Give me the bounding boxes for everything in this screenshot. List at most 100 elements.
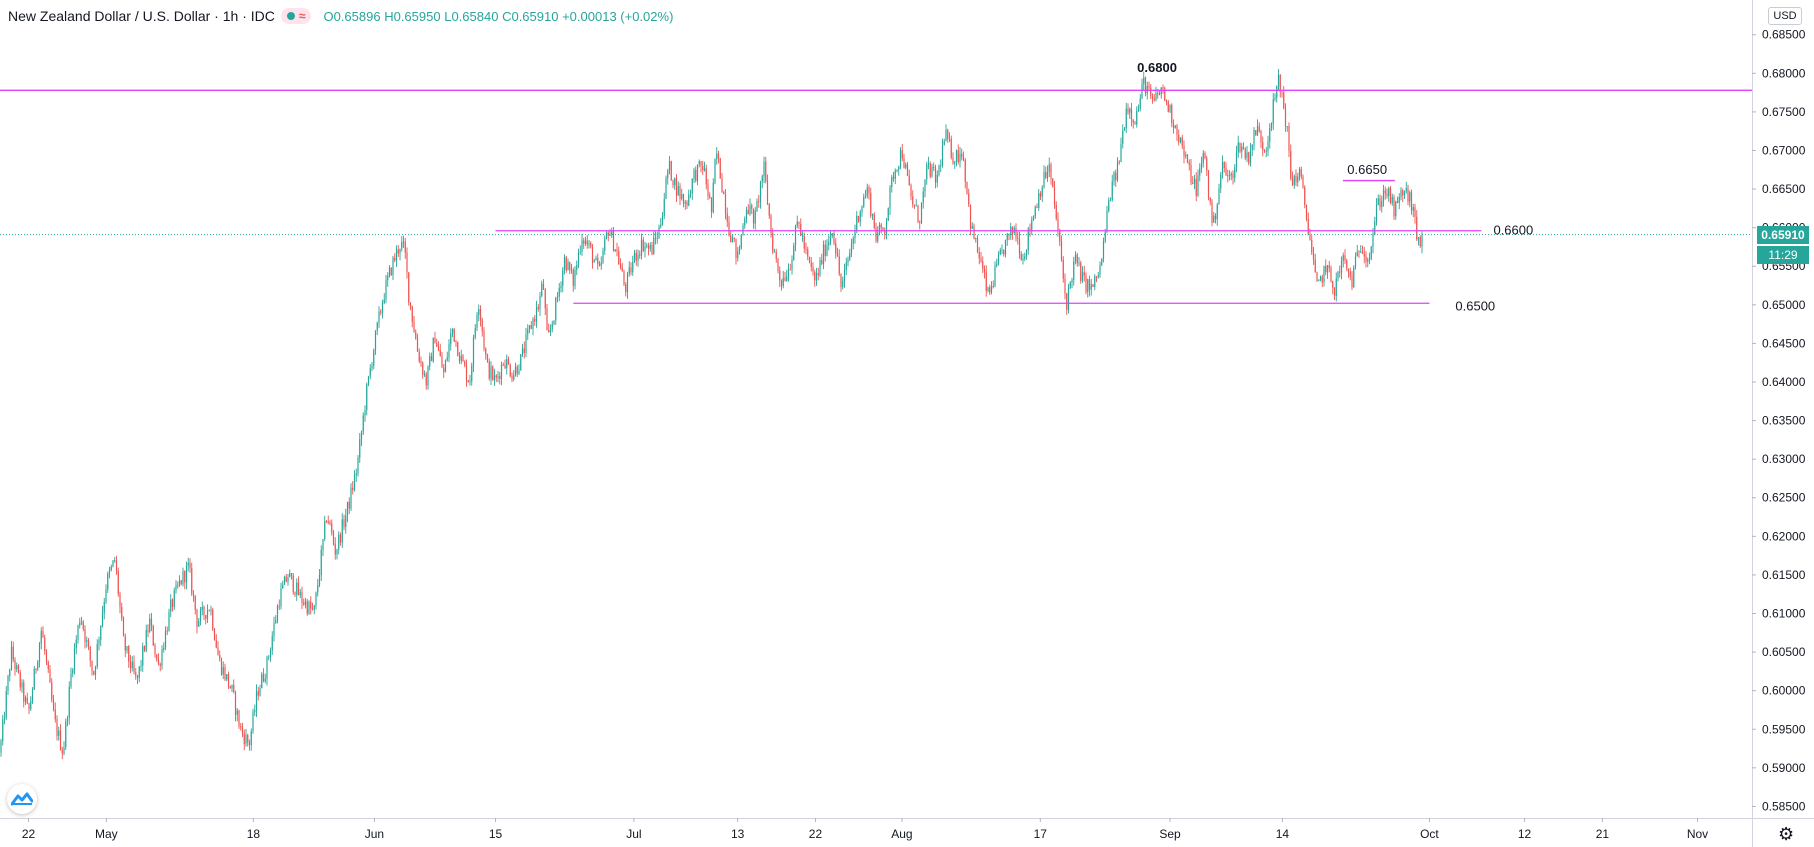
candle-body xyxy=(346,501,349,516)
candle-body xyxy=(296,582,298,595)
candle-body xyxy=(698,161,700,165)
tradingview-logo-icon[interactable] xyxy=(7,784,37,814)
candle-body xyxy=(472,337,475,366)
candle-body xyxy=(1417,237,1420,240)
candle-body xyxy=(633,252,636,262)
candle-body xyxy=(1360,251,1362,253)
candle-body xyxy=(626,273,629,293)
candle-body xyxy=(31,689,34,702)
candle-body xyxy=(1067,287,1070,310)
candle-body xyxy=(331,523,333,533)
candle-body xyxy=(740,234,742,249)
candle-body xyxy=(1162,87,1164,89)
candle-body xyxy=(474,327,476,338)
candle-body xyxy=(276,606,279,621)
candle-body xyxy=(1186,154,1189,163)
candle-body xyxy=(822,244,825,264)
candle-body xyxy=(1141,83,1143,99)
candle-body xyxy=(801,235,804,237)
y-tick-label: 0.63500 xyxy=(1762,414,1806,428)
candle-body xyxy=(843,270,846,281)
candle-body xyxy=(807,249,809,257)
candle-body xyxy=(51,682,53,700)
candle-body xyxy=(523,348,525,354)
gear-icon[interactable]: ⚙ xyxy=(1778,824,1795,844)
candle-body xyxy=(367,376,370,385)
candle-body xyxy=(252,712,254,732)
candle-body xyxy=(1405,188,1407,192)
currency-label[interactable]: USD xyxy=(1768,7,1802,25)
candle-body xyxy=(231,684,233,689)
candle-body xyxy=(1060,241,1063,260)
candle-body xyxy=(796,221,798,226)
candle-body xyxy=(714,159,716,183)
candle-body xyxy=(1304,187,1306,205)
candle-body xyxy=(845,262,847,271)
candle-body xyxy=(264,678,266,682)
candle-body xyxy=(660,224,662,227)
candle-body xyxy=(782,277,784,286)
candle-body xyxy=(278,606,280,607)
candle-body xyxy=(646,245,648,247)
candle-body xyxy=(100,625,102,640)
candle-body xyxy=(955,150,958,162)
candle-body xyxy=(145,630,147,651)
candle-body xyxy=(548,330,550,333)
candle-body xyxy=(584,240,587,244)
indicator-toggle[interactable]: ≈ xyxy=(280,8,312,24)
candle-body xyxy=(996,263,998,266)
candle-body xyxy=(443,367,445,373)
candle-body xyxy=(667,170,669,179)
candle-body xyxy=(579,251,581,253)
candle-body xyxy=(546,308,548,331)
candle-body xyxy=(1088,279,1091,290)
candle-body xyxy=(1384,190,1386,194)
candle-body xyxy=(499,376,501,379)
candle-body xyxy=(429,356,431,367)
candle-body xyxy=(360,431,363,440)
candle-body xyxy=(42,630,44,638)
candle-body xyxy=(502,364,504,366)
candle-body xyxy=(1218,188,1220,205)
candle-body xyxy=(383,299,385,303)
candle-body xyxy=(33,668,35,690)
candle-body xyxy=(779,270,781,281)
candle-body xyxy=(957,150,959,162)
candle-body xyxy=(446,357,448,361)
candle-body xyxy=(997,254,1000,264)
candle-body xyxy=(1297,176,1299,183)
candle-body xyxy=(262,674,265,682)
symbol-title[interactable]: New Zealand Dollar / U.S. Dollar · 1h · … xyxy=(8,8,275,24)
candle-body xyxy=(793,245,795,260)
candle-body xyxy=(1402,190,1404,196)
countdown-badge: 11:29 xyxy=(1757,245,1809,264)
candle-body xyxy=(166,630,168,632)
candle-body xyxy=(70,673,72,687)
candle-body xyxy=(1232,173,1234,178)
candle-body xyxy=(107,573,109,590)
candle-body xyxy=(1116,161,1119,180)
candle-body xyxy=(987,287,989,291)
candle-body xyxy=(773,251,776,253)
candle-body xyxy=(756,201,758,211)
candle-body xyxy=(268,656,270,658)
candle-body xyxy=(380,311,382,313)
candle-body xyxy=(1274,97,1276,100)
candle-body xyxy=(945,129,947,141)
candle-body xyxy=(170,599,172,612)
candle-body xyxy=(999,250,1001,255)
candle-body xyxy=(329,521,331,524)
candle-body xyxy=(1265,151,1267,152)
candle-body xyxy=(653,237,655,255)
candle-body xyxy=(982,261,984,270)
candle-body xyxy=(1017,237,1019,239)
candle-body xyxy=(1302,176,1304,188)
candle-body xyxy=(857,215,860,222)
candle-body xyxy=(649,245,651,249)
candle-body xyxy=(1253,130,1255,145)
candle-body xyxy=(404,241,406,253)
candle-body xyxy=(1239,142,1241,152)
candle-body xyxy=(411,306,413,322)
candle-body xyxy=(1333,287,1336,296)
